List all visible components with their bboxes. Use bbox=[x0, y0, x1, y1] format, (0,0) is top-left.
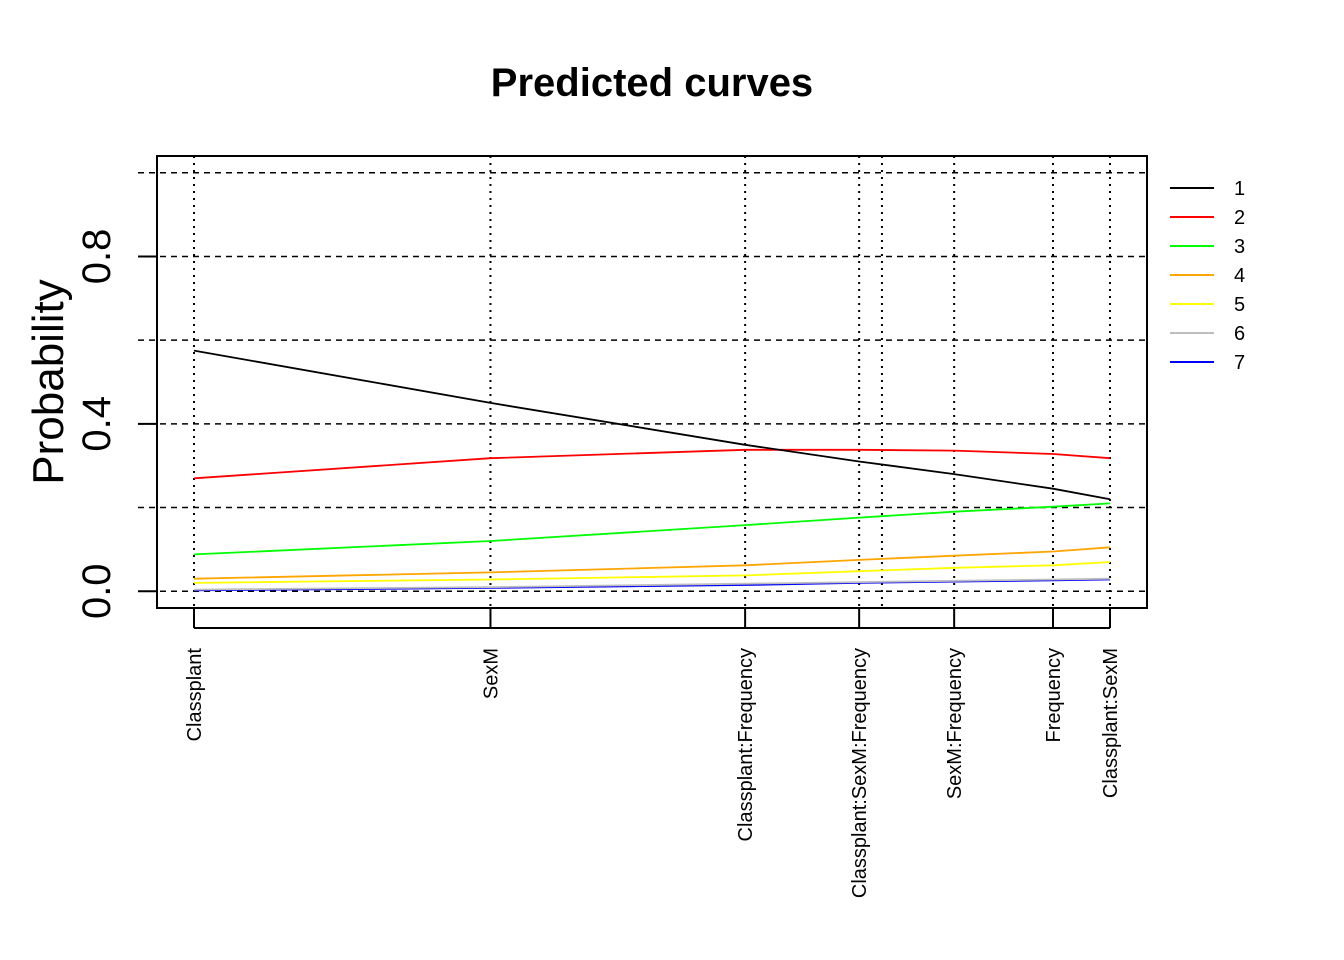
x-tick-label: Classplant:Frequency bbox=[735, 648, 757, 841]
legend-label-4: 4 bbox=[1234, 265, 1245, 287]
legend-label-5: 5 bbox=[1234, 294, 1245, 316]
series-line-6 bbox=[193, 577, 1111, 591]
y-axis-label: Probability bbox=[24, 279, 73, 484]
chart-title: Predicted curves bbox=[491, 61, 813, 105]
x-tick-label: Classplant:SexM:Frequency bbox=[849, 648, 871, 898]
y-tick-label: 0.0 bbox=[75, 563, 119, 619]
x-tick-label: SexM bbox=[480, 648, 502, 699]
x-tick-label: Frequency bbox=[1043, 648, 1065, 743]
legend-label-6: 6 bbox=[1234, 323, 1245, 345]
series-layer bbox=[193, 349, 1111, 592]
plot-frame bbox=[156, 155, 1148, 609]
x-axis: Classplant SexM Classplant:Frequency Classp… bbox=[184, 608, 1122, 898]
y-tick-label: 0.4 bbox=[75, 396, 119, 452]
legend-label-3: 3 bbox=[1234, 236, 1245, 258]
series-line-3 bbox=[193, 502, 1111, 556]
legend: 1 2 3 4 5 6 7 bbox=[1170, 178, 1245, 374]
legend-label-1: 1 bbox=[1234, 178, 1245, 200]
series-line-1 bbox=[193, 349, 1111, 501]
grid-layer bbox=[138, 156, 1147, 608]
series-line-5 bbox=[193, 561, 1111, 584]
x-tick-label: SexM:Frequency bbox=[944, 648, 966, 799]
series-line-2 bbox=[193, 448, 1111, 480]
y-tick-label: 0.8 bbox=[75, 229, 119, 285]
x-tick-label: Classplant bbox=[184, 648, 206, 742]
x-tick-label: Classplant:SexM bbox=[1100, 648, 1122, 798]
legend-label-2: 2 bbox=[1234, 207, 1245, 229]
legend-label-7: 7 bbox=[1234, 352, 1245, 374]
series-line-4 bbox=[193, 546, 1111, 580]
y-axis: 0.0 0.4 0.8 bbox=[75, 229, 157, 619]
